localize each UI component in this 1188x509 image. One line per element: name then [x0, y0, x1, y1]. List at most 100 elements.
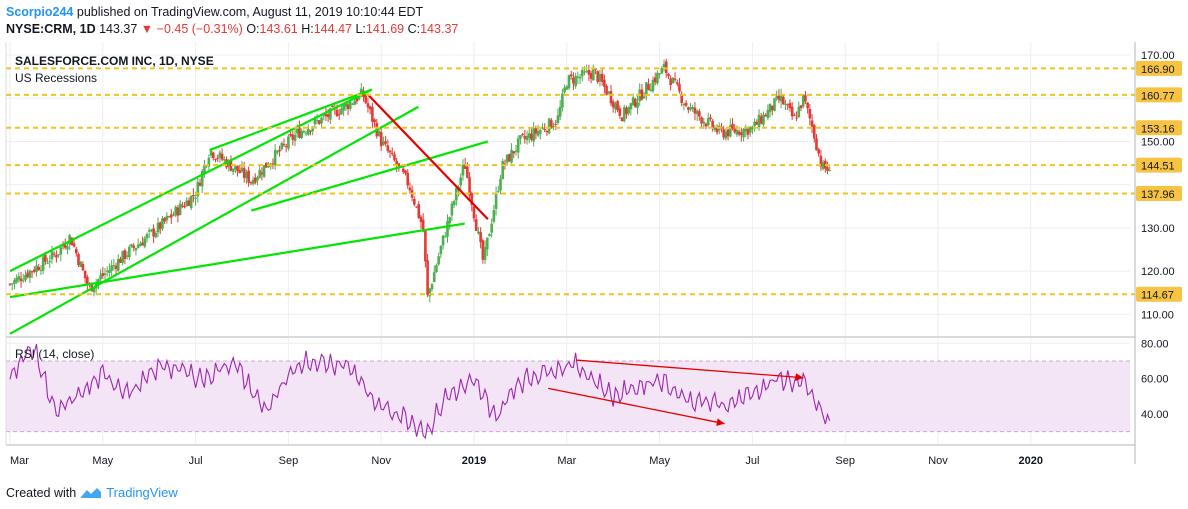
price-level-label: 153.16: [1141, 123, 1175, 135]
candle-body: [344, 103, 348, 107]
candle-body: [236, 165, 239, 172]
candle-body: [516, 138, 520, 153]
close-value: 143.37: [420, 22, 459, 36]
rsi-legend-title: RSI (14, close): [15, 347, 94, 361]
candle-body: [446, 221, 449, 237]
candle-body: [687, 107, 690, 110]
candle-body: [583, 71, 586, 73]
candle-body: [187, 200, 191, 206]
candle-body: [318, 120, 321, 124]
candle-body: [596, 71, 600, 83]
candle-body: [729, 125, 732, 137]
candle-body: [689, 107, 692, 110]
candle-body: [552, 126, 555, 128]
high-label: H:: [301, 22, 314, 36]
candle-body: [653, 77, 657, 83]
candle-body: [284, 145, 288, 147]
candle-body: [311, 126, 315, 132]
candle-body: [439, 245, 443, 254]
candle-body: [503, 163, 507, 165]
candle-body: [521, 133, 524, 135]
candle-body: [536, 131, 540, 136]
candle-body: [116, 258, 120, 271]
price-level-tag: [1136, 157, 1182, 173]
candle-body: [737, 131, 741, 135]
candle-body: [477, 231, 480, 234]
candle-body: [441, 235, 445, 246]
candle-body: [481, 240, 485, 260]
candle-body: [108, 270, 111, 273]
tradingview-brand-link[interactable]: TradingView: [106, 485, 178, 500]
candle-body: [105, 270, 109, 272]
time-tick-label: Nov: [371, 455, 391, 467]
candle-body: [726, 129, 730, 137]
down-arrow-icon: ▼: [140, 22, 154, 36]
candle-body: [759, 116, 763, 124]
candle-body: [547, 118, 551, 134]
candle-body: [682, 104, 686, 106]
candle-body: [673, 78, 677, 80]
candle-body: [66, 246, 69, 250]
candle-body: [35, 265, 38, 273]
candle-body: [373, 119, 376, 123]
author-link[interactable]: Scorpio244: [6, 5, 74, 19]
candle-body: [443, 236, 447, 238]
candle-body: [161, 218, 164, 229]
candle-body: [647, 83, 650, 90]
candle-body: [417, 204, 421, 218]
trendline-green: [9, 222, 465, 299]
candle-body: [731, 123, 734, 129]
candle-body: [141, 242, 144, 246]
candle-body: [711, 120, 714, 129]
price-levels: 166.90 160.77 153.16 144.51 137.96 114.67: [6, 60, 1182, 302]
candle-body: [569, 74, 573, 77]
candle-body: [605, 85, 608, 95]
candle-body: [746, 127, 750, 135]
candle-body: [44, 254, 47, 262]
price-tick-label: 110.00: [1141, 309, 1174, 321]
candle-body: [706, 118, 710, 126]
candle-body: [587, 70, 591, 75]
candle-body: [220, 153, 224, 160]
candle-body: [355, 98, 359, 102]
candle-body: [678, 84, 681, 92]
candle-body: [695, 110, 699, 115]
candle-body: [532, 128, 535, 142]
candle-body: [368, 106, 372, 110]
price-tick-label: 120.00: [1141, 266, 1175, 278]
candle-body: [700, 117, 703, 124]
candle-body: [715, 128, 719, 133]
candle-body: [99, 275, 102, 280]
candle-body: [808, 109, 812, 119]
candle-body: [470, 193, 474, 205]
candle-body: [508, 154, 511, 162]
candle-body: [46, 262, 49, 264]
rsi-band-fill: [6, 360, 1130, 432]
candle-body: [430, 284, 434, 290]
candle-body: [247, 170, 250, 183]
candle-body: [530, 133, 533, 140]
candle-body: [401, 168, 405, 172]
candle-body: [779, 95, 783, 102]
candle-body: [636, 102, 639, 108]
candle-body: [598, 74, 602, 82]
candle-body: [337, 114, 341, 116]
candle-body: [163, 217, 166, 222]
candle-body: [468, 177, 471, 196]
publish-header: Scorpio244 published on TradingView.com,…: [6, 5, 423, 19]
candle-body: [804, 95, 807, 102]
high-value: 144.47: [313, 22, 352, 36]
candle-body: [331, 105, 334, 108]
candle-body: [810, 120, 814, 127]
candle-body: [231, 168, 235, 172]
candle-body: [103, 273, 107, 275]
rsi-divergence-arrow: [548, 387, 725, 426]
candle-body: [234, 165, 237, 170]
candle-body: [282, 144, 286, 146]
candle-body: [600, 73, 604, 82]
candle-body: [86, 276, 89, 285]
price-tick-label: 130.00: [1141, 223, 1175, 235]
candle-body: [192, 195, 195, 197]
candle-body: [17, 276, 21, 280]
